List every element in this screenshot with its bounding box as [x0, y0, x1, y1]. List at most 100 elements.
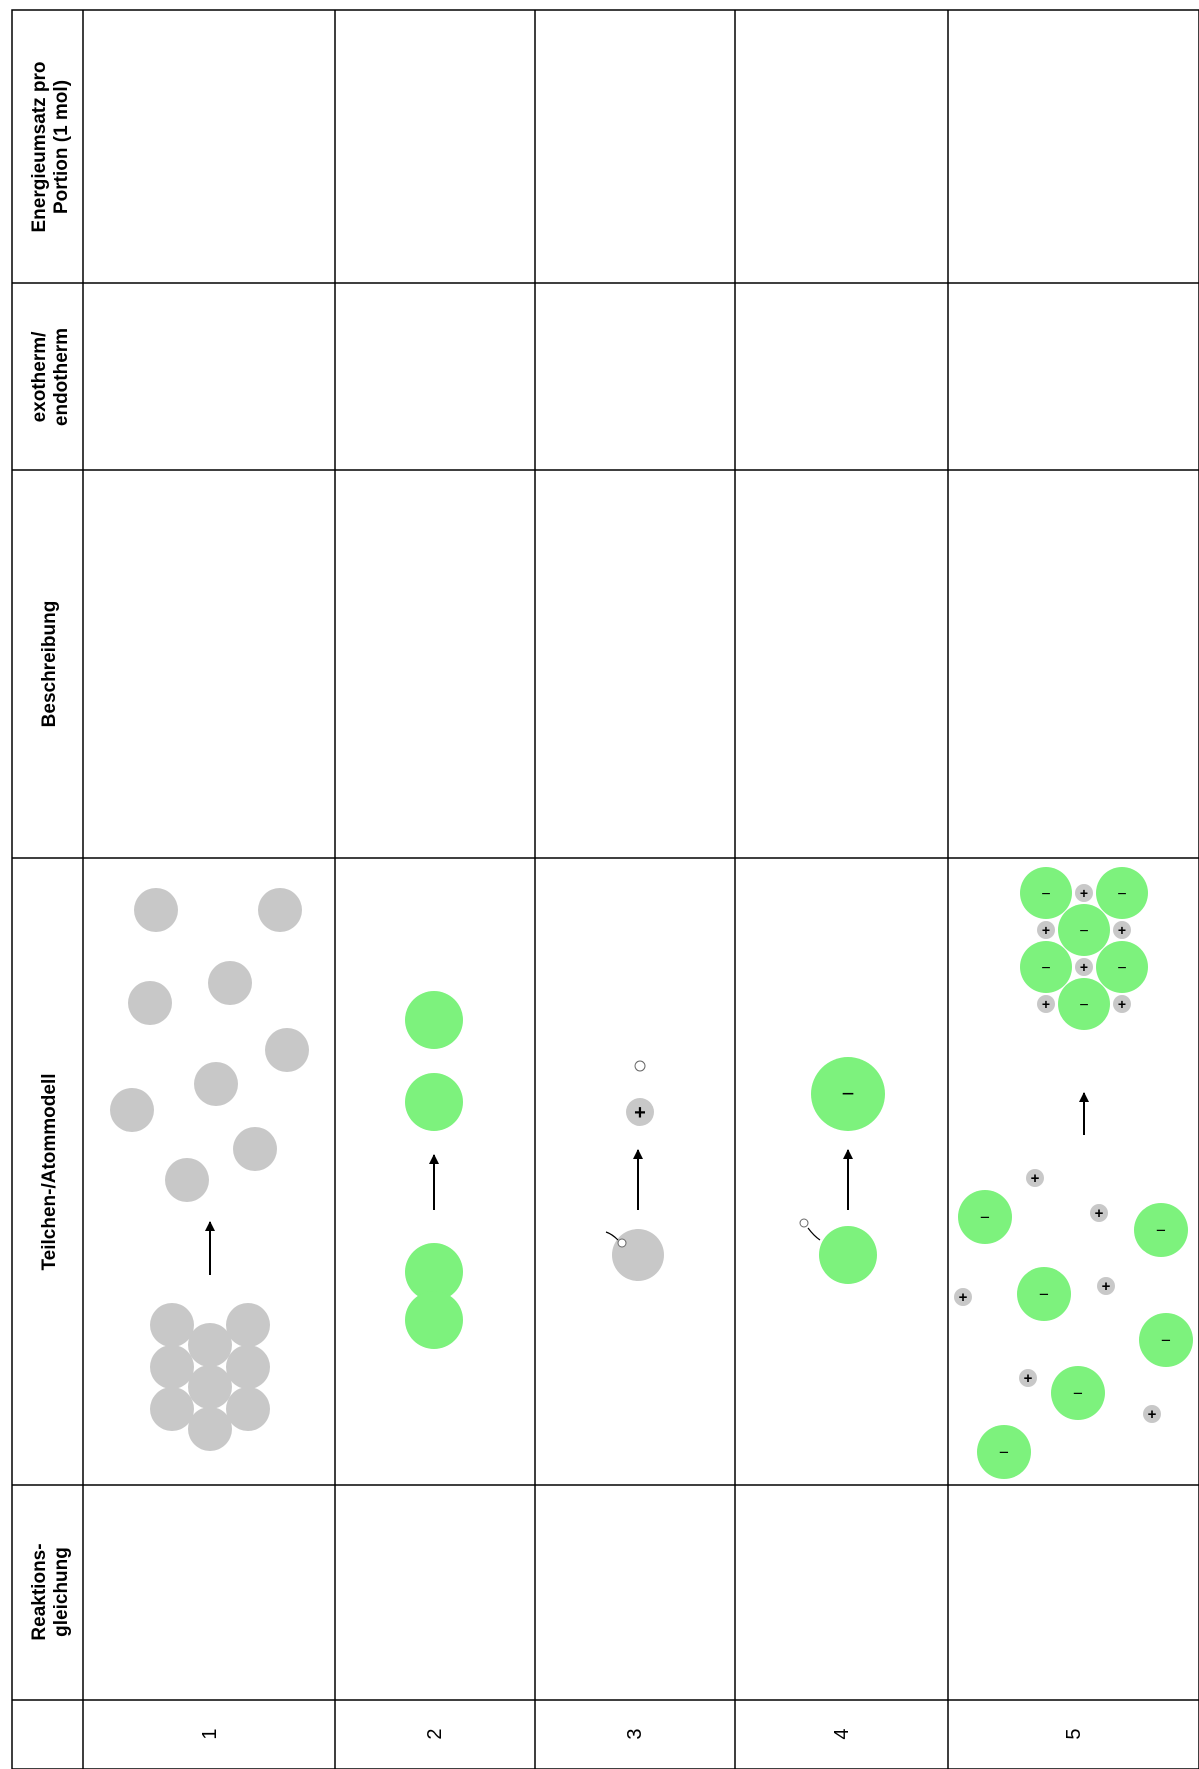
- cation: [1097, 1277, 1115, 1295]
- row-number-1: 1: [199, 1728, 221, 1739]
- minus-sign: −: [1073, 1384, 1083, 1403]
- electron-icon: [634, 1060, 646, 1072]
- anion: [977, 1425, 1031, 1479]
- anion: [1139, 1313, 1193, 1367]
- gray-atom: [265, 1028, 309, 1072]
- header-energieumsatz-line2: Portion (1 mol): [51, 80, 72, 214]
- plus-sign: +: [634, 1102, 646, 1124]
- gray-atom: [188, 1323, 232, 1367]
- minus-sign: −: [1041, 886, 1050, 903]
- green-atom: [819, 1226, 877, 1284]
- cation: [1113, 921, 1131, 939]
- electron-trail: [605, 1231, 619, 1241]
- minus-sign: −: [1041, 960, 1050, 977]
- cation: [1090, 1204, 1108, 1222]
- row-number-2: 2: [424, 1728, 446, 1739]
- electron-icon: [617, 1238, 627, 1248]
- minus-sign: −: [1117, 886, 1126, 903]
- anion: [1051, 1366, 1105, 1420]
- plus-sign: +: [1042, 996, 1050, 1012]
- header-reaktionsgleichung-line2: gleichung: [51, 1547, 72, 1637]
- gray-atom: [110, 1088, 154, 1132]
- gray-atom: [150, 1345, 194, 1389]
- gray-atom: [226, 1387, 270, 1431]
- green-atom: [405, 1291, 463, 1349]
- plus-sign: +: [1118, 922, 1126, 938]
- row-2-particle-model: [405, 991, 463, 1349]
- cation: [954, 1288, 972, 1306]
- row-1-particle-model: [110, 888, 309, 1451]
- minus-sign: −: [980, 1208, 990, 1227]
- gray-atom: [194, 1062, 238, 1106]
- header-exotherm-line2: endotherm: [51, 328, 72, 426]
- anion: [1096, 867, 1148, 919]
- anion: [1058, 904, 1110, 956]
- header-energieumsatz-line1: Energieumsatz pro: [29, 61, 50, 232]
- gray-atom: [208, 961, 252, 1005]
- plus-sign: +: [1095, 1205, 1104, 1222]
- green-atom: [405, 1073, 463, 1131]
- gray-atom: [258, 888, 302, 932]
- electron-icon: [799, 1218, 809, 1228]
- electron-trail: [807, 1227, 821, 1241]
- anion: [811, 1057, 885, 1131]
- anion: [1058, 978, 1110, 1030]
- gray-atom: [233, 1127, 277, 1171]
- minus-sign: −: [1117, 960, 1126, 977]
- anion: [958, 1190, 1012, 1244]
- minus-sign: −: [842, 1081, 855, 1106]
- row-number-5: 5: [1063, 1728, 1085, 1739]
- anion: [1096, 941, 1148, 993]
- gray-atom: [165, 1158, 209, 1202]
- minus-sign: −: [1039, 1285, 1049, 1304]
- gray-atom: [188, 1365, 232, 1409]
- cation: [1037, 921, 1055, 939]
- row-4-particle-model: −: [799, 1057, 885, 1284]
- gray-atom: [226, 1345, 270, 1389]
- minus-sign: −: [999, 1443, 1009, 1462]
- anion: [1020, 941, 1072, 993]
- plus-sign: +: [1042, 922, 1050, 938]
- green-atom: [405, 1243, 463, 1301]
- minus-sign: −: [1079, 923, 1088, 940]
- gray-atom: [134, 888, 178, 932]
- anion: [1020, 867, 1072, 919]
- header-reaktionsgleichung-line1: Reaktions-: [29, 1543, 50, 1640]
- cation: [1019, 1369, 1037, 1387]
- anion: [1134, 1203, 1188, 1257]
- minus-sign: −: [1161, 1331, 1171, 1350]
- cation: [626, 1098, 654, 1126]
- header-teilchen-atommodell: Teilchen-/Atommodell: [39, 1073, 60, 1270]
- plus-sign: +: [1024, 1370, 1033, 1387]
- minus-sign: −: [1079, 997, 1088, 1014]
- cation: [1143, 1405, 1161, 1423]
- row-5-particle-model: − − − − − − + + + + + +: [954, 867, 1193, 1479]
- table-border: [11, 9, 1199, 1769]
- plus-sign: +: [1031, 1170, 1040, 1187]
- plus-sign: +: [1080, 885, 1088, 901]
- cation: [1075, 884, 1093, 902]
- plus-sign: +: [1148, 1406, 1157, 1423]
- plus-sign: +: [1080, 959, 1088, 975]
- plus-sign: +: [1118, 996, 1126, 1012]
- row-3-particle-model: +: [605, 1060, 664, 1281]
- minus-sign: −: [1156, 1221, 1166, 1240]
- anion: [1017, 1267, 1071, 1321]
- gray-atom: [188, 1407, 232, 1451]
- gray-atom: [150, 1303, 194, 1347]
- cation: [1037, 995, 1055, 1013]
- plus-sign: +: [1102, 1278, 1111, 1295]
- row-number-3: 3: [624, 1728, 646, 1739]
- cation: [1075, 958, 1093, 976]
- gray-atom: [128, 981, 172, 1025]
- table-grid: [11, 9, 1199, 1769]
- header-exotherm-line1: exotherm/: [29, 331, 50, 423]
- header-beschreibung: Beschreibung: [39, 601, 60, 728]
- gray-atom: [612, 1229, 664, 1281]
- gray-atom: [226, 1303, 270, 1347]
- row-number-4: 4: [831, 1728, 853, 1739]
- plus-sign: +: [959, 1289, 968, 1306]
- cation: [1113, 995, 1131, 1013]
- gray-atom: [150, 1387, 194, 1431]
